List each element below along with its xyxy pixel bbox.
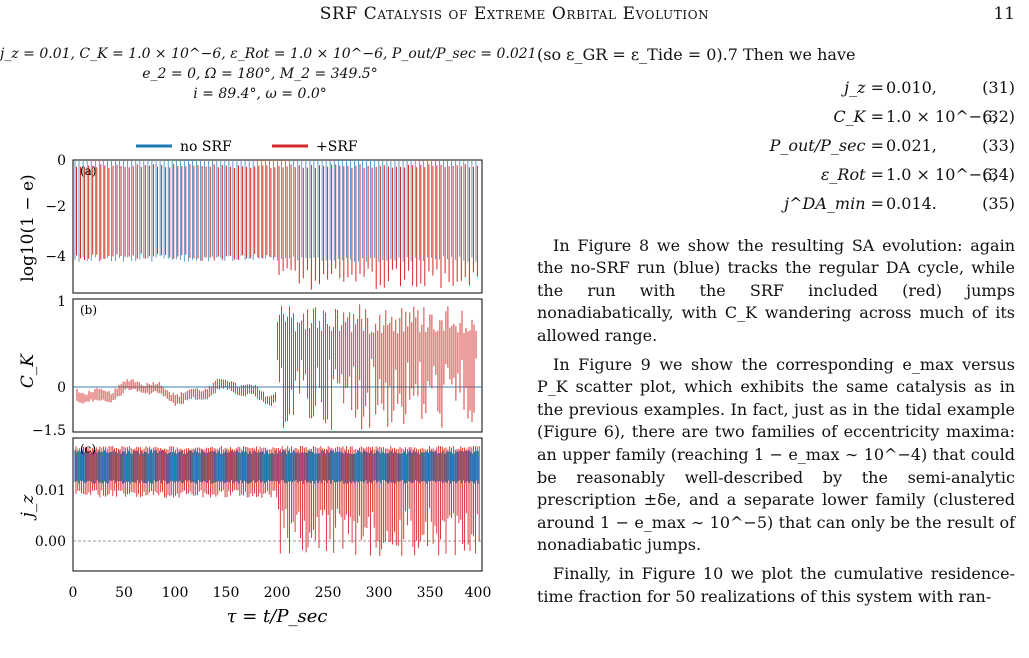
ytick-a-0: 0	[57, 153, 66, 169]
param-line-2: e_2 = 0, Ω = 180°, M_2 = 349.5°	[142, 66, 378, 82]
panel-a-series	[74, 161, 478, 290]
series-srf-b	[76, 304, 477, 430]
paragraph-figure-9: In Figure 9 we show the corresponding e_…	[537, 354, 1015, 555]
panel-b-tag: (b)	[80, 303, 97, 317]
equation-33: P_out/P_sec = 0.021, (33)	[537, 135, 1015, 157]
ytick-b-2: −1.5	[32, 423, 66, 439]
equation-lhs: j^DA_min =	[784, 193, 884, 213]
equation-number: (34)	[982, 164, 1015, 184]
equation-number: (32)	[982, 106, 1015, 126]
page-number: 11	[993, 4, 1015, 24]
xtick-150: 150	[213, 585, 240, 601]
panel-b-series	[73, 304, 482, 430]
legend-label-no-srf: no SRF	[180, 139, 232, 155]
equation-rhs: 1.0 × 10^−6,	[886, 106, 998, 126]
equation-lhs: C_K =	[833, 106, 884, 126]
running-title: SRF Catalysis of Extreme Orbital Evoluti…	[319, 4, 710, 24]
xtick-250: 250	[315, 585, 342, 601]
equation-block: j_z = 0.010, (31) C_K = 1.0 × 10^−6, (32…	[537, 77, 1015, 223]
equation-rhs: 0.021,	[886, 135, 937, 155]
xtick-200: 200	[264, 585, 291, 601]
ylabel-b: C_K	[18, 353, 38, 389]
ytick-a-1: −2	[45, 199, 66, 215]
series-srf-a	[76, 164, 478, 290]
xtick-350: 350	[417, 585, 444, 601]
panel-a-tag: (a)	[80, 164, 97, 178]
paragraph-figure-10: Finally, in Figure 10 we plot the cumula…	[537, 563, 1015, 606]
equation-number: (31)	[982, 77, 1015, 97]
series-no-srf-a	[74, 161, 477, 262]
param-line-1: j_z = 0.01, C_K = 1.0 × 10^−6, ε_Rot = 1…	[0, 46, 537, 62]
equation-35: j^DA_min = 0.014. (35)	[537, 193, 1015, 215]
panel-b-frame	[72, 298, 483, 433]
ytick-b-0: 1	[57, 294, 66, 310]
ytick-c-1: 0.00	[35, 534, 66, 550]
equation-number: (35)	[982, 193, 1015, 213]
panel-c-tag: (c)	[80, 442, 96, 456]
ytick-b-1: 0	[57, 380, 66, 396]
intro-line: (so ε_GR = ε_Tide = 0).7 Then we have	[537, 45, 856, 64]
x-axis-label: τ = t/P_sec	[227, 606, 328, 627]
legend: no SRF +SRF	[136, 139, 358, 155]
equation-lhs: j_z =	[844, 77, 884, 97]
body-text-column: (so ε_GR = ε_Tide = 0).7 Then we have j_…	[537, 44, 1015, 614]
series-no-srf-c	[74, 450, 479, 484]
equation-lhs: ε_Rot =	[820, 164, 884, 184]
series-srf-c	[75, 446, 480, 556]
legend-label-srf: +SRF	[316, 139, 358, 155]
panel-c-frame	[72, 437, 483, 572]
ytick-a-2: −4	[45, 249, 66, 265]
xtick-300: 300	[366, 585, 393, 601]
equation-rhs: 1.0 × 10^−6,	[886, 164, 998, 184]
xtick-100: 100	[162, 585, 189, 601]
param-line-3: i = 89.4°, ω = 0.0°	[193, 86, 327, 102]
panel-a-frame	[72, 159, 483, 294]
equation-number: (33)	[982, 135, 1015, 155]
xtick-50: 50	[115, 585, 133, 601]
equation-rhs: 0.010,	[886, 77, 937, 97]
panel-c-series	[73, 446, 482, 556]
equation-32: C_K = 1.0 × 10^−6, (32)	[537, 106, 1015, 128]
equation-lhs: P_out/P_sec =	[769, 135, 884, 155]
equation-31: j_z = 0.010, (31)	[537, 77, 1015, 99]
ylabel-c: j_z	[18, 494, 38, 522]
figure-parameters: j_z = 0.01, C_K = 1.0 × 10^−6, ε_Rot = 1…	[0, 44, 537, 104]
equation-rhs: 0.014.	[886, 193, 937, 213]
page-header: SRF Catalysis of Extreme Orbital Evoluti…	[0, 4, 1029, 28]
x-axis-ticks: 0 50 100 150 200 250 300 350 400	[69, 585, 492, 601]
paragraph-figure-8: In Figure 8 we show the resulting SA evo…	[537, 235, 1015, 345]
ylabel-a: log10(1 − e)	[18, 174, 38, 281]
xtick-400: 400	[465, 585, 492, 601]
figure-plot: no SRF +SRF (a) (b) (c) 0 −2 −4 1 0 −1.5…	[18, 139, 492, 627]
xtick-0: 0	[69, 585, 78, 601]
equation-34: ε_Rot = 1.0 × 10^−6, (34)	[537, 164, 1015, 186]
ytick-c-0: 0.01	[35, 483, 66, 499]
